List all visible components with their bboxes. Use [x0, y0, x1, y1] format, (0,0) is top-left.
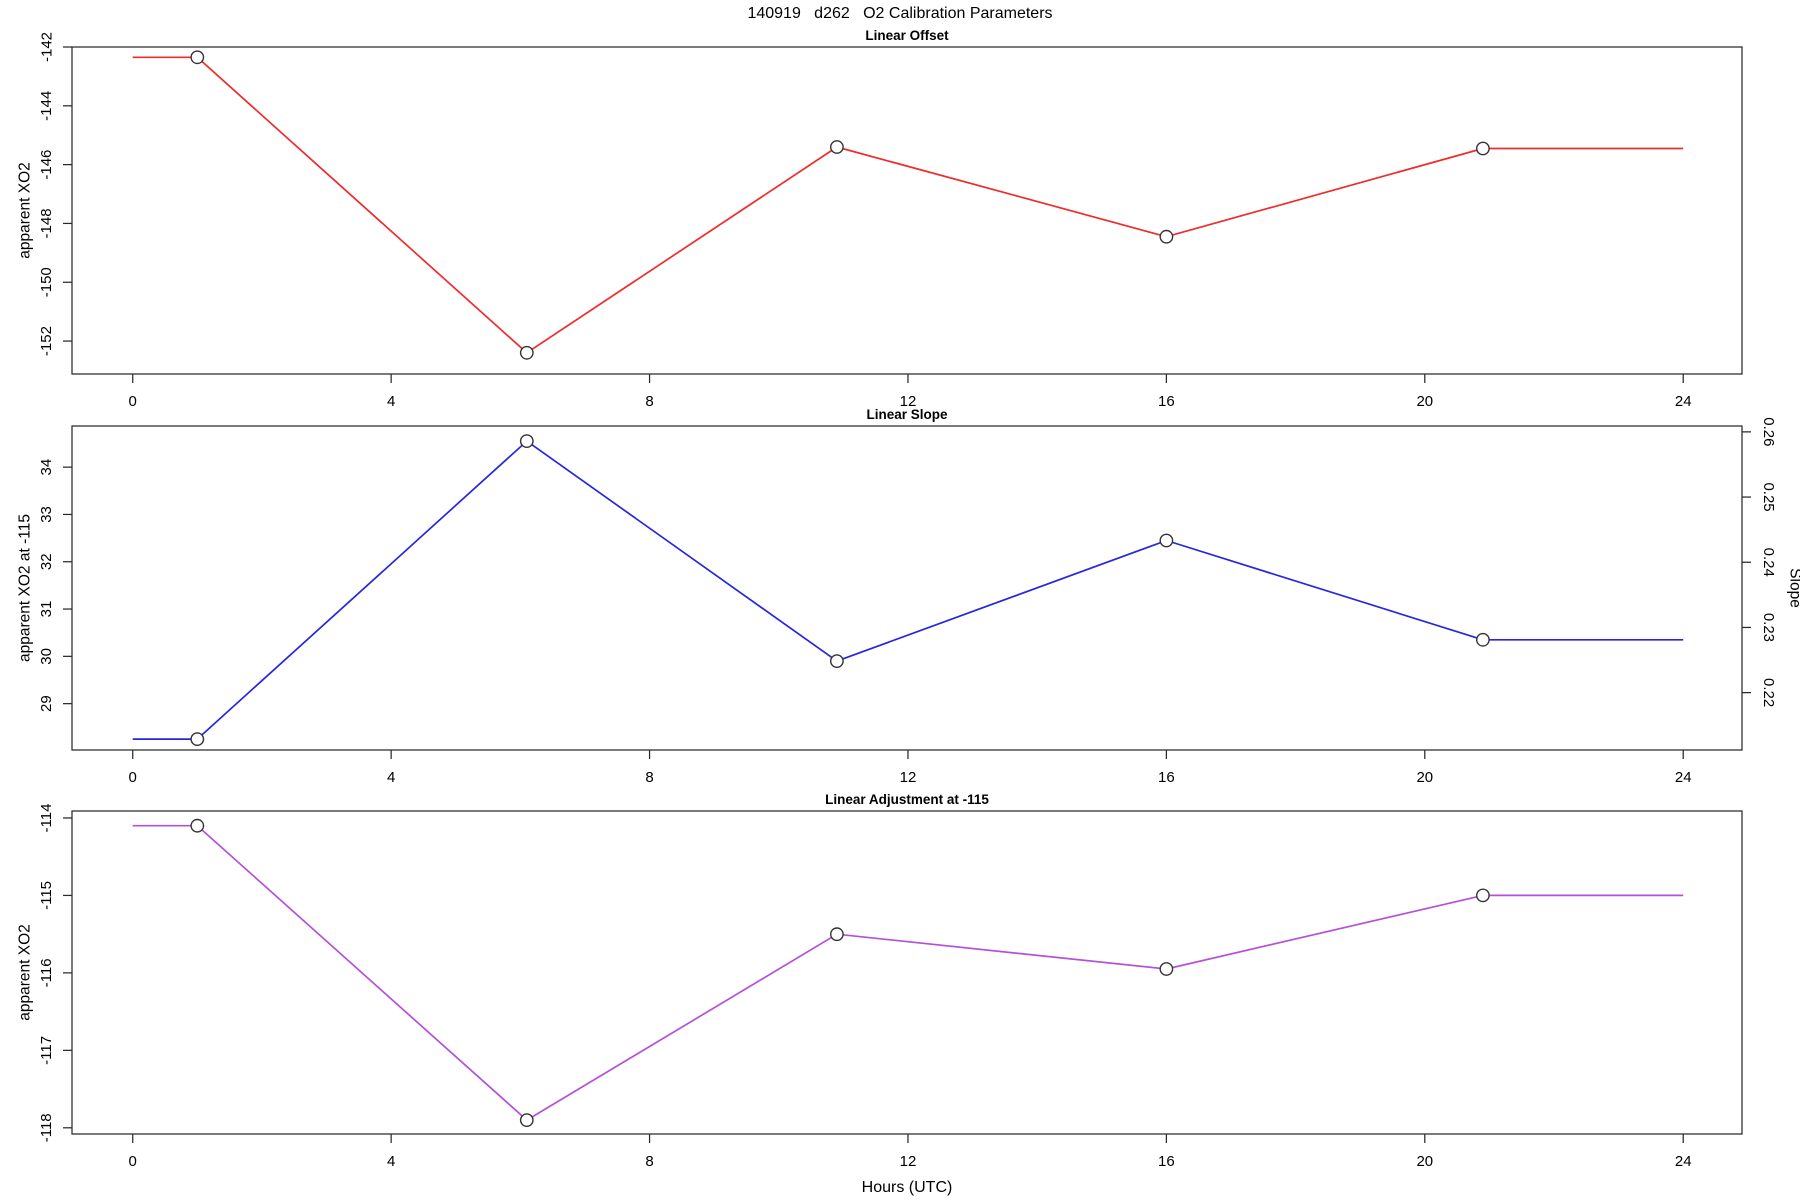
- x-axis-tick-label: 24: [1675, 769, 1692, 786]
- x-axis-tick-label: 20: [1416, 769, 1433, 786]
- series-line-linear_adjustment: [132, 824, 1684, 1121]
- data-point-marker: [830, 140, 844, 154]
- data-point-marker: [830, 654, 844, 668]
- right-axis-label: Slope: [1787, 568, 1800, 608]
- x-axis-tick-label: 16: [1158, 769, 1175, 786]
- plot-border: [71, 425, 1743, 751]
- right-axis-tick-label: 0.23: [1760, 613, 1777, 642]
- y-axis-tick-label: -148: [38, 208, 55, 238]
- plot-border: [71, 46, 1743, 375]
- y-axis-tick-label: -142: [38, 32, 55, 62]
- y-axis-tick-label: -146: [38, 150, 55, 180]
- y-axis-tick-label: 32: [38, 553, 55, 570]
- x-axis-tick-label: 4: [387, 769, 395, 786]
- y-axis-label: apparent XO2: [16, 162, 33, 259]
- panel-title: Linear Slope: [866, 407, 948, 422]
- x-axis-tick-label: 4: [387, 393, 395, 410]
- panel-linear-adjustment-at-115: Linear Adjustment at -115 -114 -115 -116 -11…: [16, 792, 1743, 1196]
- x-axis-tick-label: 8: [645, 769, 653, 786]
- series-line-linear_offset: [132, 56, 1684, 354]
- x-axis-tick-label: 0: [129, 1153, 137, 1170]
- panel-title: Linear Offset: [865, 28, 949, 43]
- data-point-marker: [1159, 533, 1174, 548]
- y-axis-label: apparent XO2 at -115: [16, 514, 33, 662]
- y-axis-label: apparent XO2: [16, 924, 33, 1021]
- y-axis-tick-label: -114: [38, 804, 55, 833]
- data-point-marker: [1476, 888, 1490, 903]
- data-point-marker: [190, 50, 205, 65]
- y-axis-tick-label: -144: [38, 91, 55, 121]
- y-axis-tick-label: 30: [38, 648, 55, 665]
- y-axis-tick-label: 33: [38, 506, 55, 523]
- data-point-marker: [190, 818, 205, 833]
- data-point-marker: [830, 927, 844, 942]
- x-axis-tick-label: 16: [1158, 1153, 1175, 1170]
- main-title: 140919 d262 O2 Calibration Parameters: [747, 5, 1053, 22]
- x-axis-tick-label: 4: [387, 1153, 395, 1170]
- x-axis-tick-label: 0: [129, 769, 137, 786]
- plot-border: [71, 810, 1743, 1135]
- data-point-marker: [1476, 632, 1490, 647]
- data-point-marker: [519, 1113, 534, 1128]
- right-axis-tick-label: 0.22: [1760, 678, 1777, 707]
- y-axis-tick-label: 34: [38, 459, 55, 476]
- x-axis-tick-label: 12: [900, 1153, 917, 1170]
- panel-title: Linear Adjustment at -115: [825, 792, 989, 807]
- data-point-marker: [1159, 229, 1174, 244]
- y-axis-tick-label: -117: [38, 1036, 55, 1065]
- data-point-marker: [1159, 962, 1174, 976]
- x-axis-tick-label: 20: [1416, 1153, 1433, 1170]
- data-point-marker: [519, 345, 534, 360]
- x-axis-tick-label: 24: [1675, 1153, 1692, 1170]
- x-axis-tick-label: 12: [900, 393, 917, 410]
- series-line-linear_slope: [132, 440, 1684, 740]
- y-axis-tick-label: -118: [38, 1113, 55, 1142]
- y-axis-tick-label: -152: [38, 326, 55, 356]
- data-point-marker: [519, 434, 534, 448]
- x-axis-label: Hours (UTC): [862, 1179, 953, 1196]
- data-point-marker: [190, 732, 205, 746]
- y-axis-tick-label: 31: [38, 601, 55, 618]
- x-axis-tick-label: 12: [900, 769, 917, 786]
- data-point-marker: [1476, 141, 1490, 156]
- right-axis-tick-label: 0.26: [1760, 417, 1777, 446]
- x-axis-tick-label: 20: [1416, 393, 1433, 410]
- x-axis-tick-label: 8: [645, 1153, 653, 1170]
- y-axis-tick-label: 29: [38, 695, 55, 712]
- panel-linear-offset: Linear Offset -142 -144 -146 -148 -150 -152 app…: [16, 28, 1743, 410]
- y-axis-tick-label: -116: [38, 958, 55, 987]
- x-axis-tick-label: 8: [645, 393, 653, 410]
- right-axis-tick-label: 0.24: [1760, 548, 1777, 577]
- x-axis-tick-label: 24: [1675, 393, 1692, 410]
- panel-linear-slope: Linear Slope 29 30 31 32 33 34 apparent XO2 at …: [16, 407, 1800, 786]
- y-axis-tick-label: -150: [38, 267, 55, 297]
- right-axis-tick-label: 0.25: [1760, 482, 1777, 511]
- x-axis-tick-label: 16: [1158, 393, 1175, 410]
- x-axis-tick-label: 0: [129, 393, 137, 410]
- y-axis-tick-label: -115: [38, 881, 55, 910]
